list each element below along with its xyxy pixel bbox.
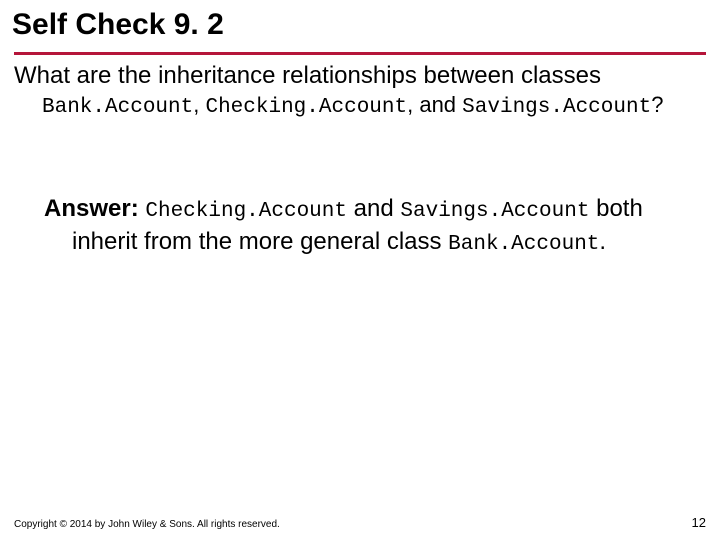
code-savingsaccount: Savings.Account [400, 200, 589, 223]
code-checkingaccount: Checking.Account [205, 96, 407, 119]
slide: Self Check 9. 2 What are the inheritance… [0, 0, 720, 540]
text: and [347, 195, 400, 222]
code-bankaccount: Bank.Account [42, 96, 193, 119]
slide-title: Self Check 9. 2 [12, 8, 708, 48]
answer-label: Answer: [44, 195, 139, 222]
answer-block: Answer: Checking.Account and Savings.Acc… [14, 193, 706, 258]
question-line2: Bank.Account, Checking.Account, and Savi… [14, 91, 706, 121]
code-checkingaccount: Checking.Account [145, 200, 347, 223]
answer-line2: inherit from the more general class Bank… [44, 226, 666, 258]
qmark: ? [651, 92, 663, 117]
text: both [589, 195, 642, 222]
period: . [599, 228, 606, 255]
question-line1: What are the inheritance relationships b… [14, 61, 706, 91]
code-bankaccount: Bank.Account [448, 233, 599, 256]
body-block: What are the inheritance relationships b… [0, 55, 720, 258]
footer: Copyright © 2014 by John Wiley & Sons. A… [14, 515, 706, 530]
sep: , [193, 92, 205, 117]
title-block: Self Check 9. 2 [0, 0, 720, 55]
code-savingsaccount: Savings.Account [462, 96, 651, 119]
sep: , and [407, 92, 462, 117]
page-number: 12 [692, 515, 706, 530]
copyright-text: Copyright © 2014 by John Wiley & Sons. A… [14, 519, 280, 530]
answer-line1: Answer: Checking.Account and Savings.Acc… [44, 193, 666, 225]
text: inherit from the more general class [72, 228, 448, 255]
